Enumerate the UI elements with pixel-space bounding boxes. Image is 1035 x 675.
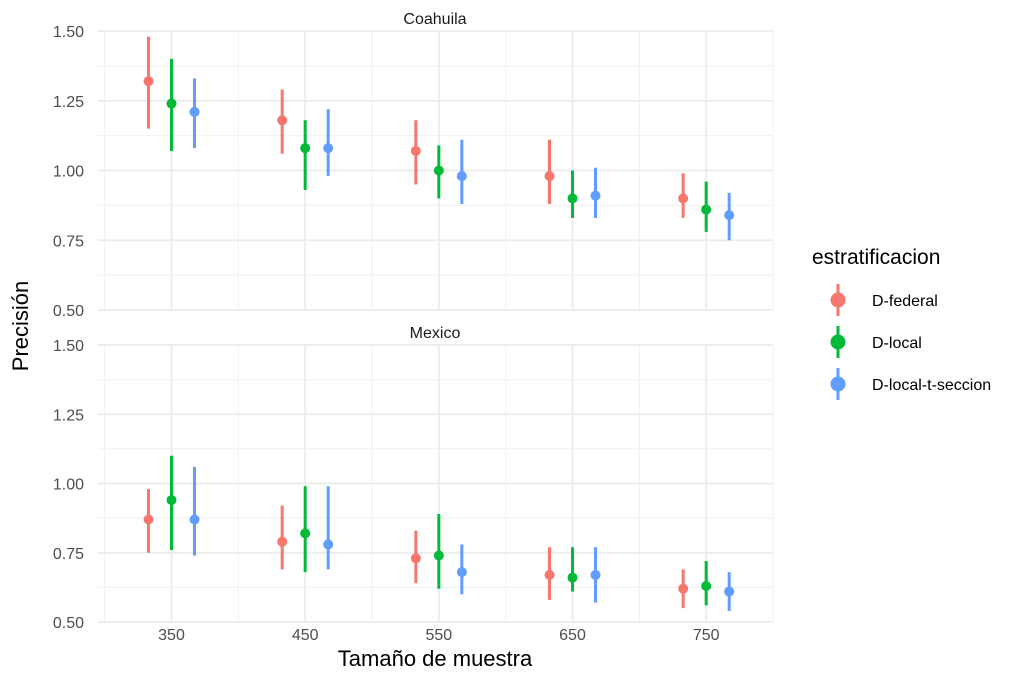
y-tick-label: 0.50 (53, 615, 84, 632)
y-tick-label: 1.00 (53, 164, 84, 181)
grid-mexico (98, 344, 774, 623)
legend: estratificacion D-federal D-local D-local-… (812, 246, 991, 400)
point-mexico-d-local-t-seccion-750 (724, 586, 735, 597)
panel-title-mexico: Mexico (410, 325, 461, 342)
point-coahuila-d-local-t-seccion-550 (456, 171, 467, 182)
point-coahuila-d-local-t-seccion-350 (189, 106, 200, 117)
y-tick-label: 1.25 (53, 94, 84, 111)
x-tick-labels: 350 450 550 650 750 (158, 627, 719, 644)
point-coahuila-d-federal-550 (410, 145, 421, 156)
x-tick-label: 750 (693, 627, 720, 644)
y-tick-label: 0.75 (53, 233, 84, 250)
point-coahuila-d-local-450 (300, 143, 311, 154)
legend-label-d-federal: D-federal (872, 293, 938, 310)
point-mexico-d-local-t-seccion-450 (323, 539, 334, 550)
legend-key-point-d-local-t-seccion (830, 376, 846, 392)
point-coahuila-d-local-650 (567, 193, 578, 204)
point-coahuila-d-local-t-seccion-650 (590, 190, 601, 201)
y-axis-title: Precisión (8, 281, 33, 371)
point-coahuila-d-local-550 (433, 165, 444, 176)
marks-coahuila (143, 36, 735, 241)
y-tick-label: 0.75 (53, 546, 84, 563)
marks-mexico (143, 455, 735, 611)
y-tick-label: 0.50 (53, 303, 84, 320)
point-mexico-d-federal-450 (277, 536, 288, 547)
y-tick-label: 1.00 (53, 477, 84, 494)
x-tick-label: 550 (425, 627, 452, 644)
x-tick-label: 450 (292, 627, 319, 644)
legend-key-point-d-federal (830, 292, 846, 308)
point-coahuila-d-federal-350 (143, 76, 154, 87)
y-tick-label: 1.50 (53, 24, 84, 41)
legend-key-point-d-local (830, 334, 846, 350)
point-coahuila-d-local-t-seccion-450 (323, 143, 334, 154)
y-tick-label: 1.50 (53, 338, 84, 355)
point-mexico-d-local-t-seccion-550 (456, 567, 467, 578)
y-tick-labels-mexico: 0.50 0.75 1.00 1.25 1.50 (53, 338, 84, 632)
point-mexico-d-local-550 (433, 550, 444, 561)
point-coahuila-d-federal-450 (277, 115, 288, 126)
legend-entries: D-federal D-local D-local-t-seccion (830, 284, 991, 400)
point-mexico-d-federal-650 (544, 569, 555, 580)
point-mexico-d-local-t-seccion-350 (189, 514, 200, 525)
point-mexico-d-local-450 (300, 528, 311, 539)
y-tick-label: 1.25 (53, 407, 84, 424)
y-tick-labels-coahuila: 0.50 0.75 1.00 1.25 1.50 (53, 24, 84, 320)
x-tick-label: 650 (559, 627, 586, 644)
point-coahuila-d-federal-650 (544, 171, 555, 182)
point-mexico-d-federal-550 (410, 553, 421, 564)
point-mexico-d-federal-750 (678, 583, 689, 594)
point-mexico-d-federal-350 (143, 514, 154, 525)
legend-label-d-local: D-local (872, 335, 922, 352)
x-axis-title: Tamaño de muestra (338, 646, 533, 671)
x-tick-label: 350 (158, 627, 185, 644)
point-coahuila-d-local-t-seccion-750 (724, 210, 735, 221)
panel-title-coahuila: Coahuila (403, 11, 466, 28)
panel-coahuila: Coahuila 0.50 0.75 1.00 1.25 1.50 (53, 11, 774, 320)
point-coahuila-d-federal-750 (678, 193, 689, 204)
point-coahuila-d-local-750 (701, 204, 712, 215)
point-mexico-d-local-350 (166, 495, 177, 506)
point-mexico-d-local-650 (567, 572, 578, 583)
legend-title: estratificacion (812, 246, 940, 269)
legend-label-d-local-t-seccion: D-local-t-seccion (872, 377, 991, 394)
panel-mexico: Mexico 0.50 0.75 1.00 1.25 1.50 (53, 325, 774, 632)
point-coahuila-d-local-350 (166, 98, 177, 109)
point-mexico-d-local-750 (701, 580, 712, 591)
point-mexico-d-local-t-seccion-650 (590, 569, 601, 580)
